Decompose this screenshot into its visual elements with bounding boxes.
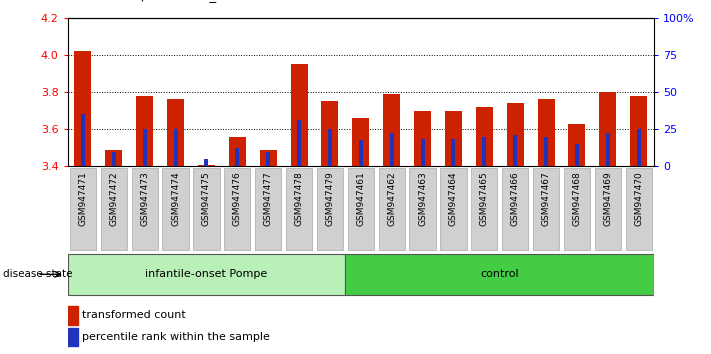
Bar bbox=[205, 159, 208, 166]
Bar bbox=[143, 129, 146, 166]
Bar bbox=[575, 144, 579, 166]
FancyBboxPatch shape bbox=[471, 168, 498, 250]
FancyBboxPatch shape bbox=[193, 168, 220, 250]
Text: GSM947475: GSM947475 bbox=[202, 171, 211, 226]
Bar bbox=[544, 137, 548, 166]
Text: GSM947476: GSM947476 bbox=[232, 171, 242, 226]
Bar bbox=[328, 129, 332, 166]
Bar bbox=[451, 138, 456, 166]
FancyBboxPatch shape bbox=[626, 168, 652, 250]
Text: GSM947468: GSM947468 bbox=[572, 171, 582, 226]
FancyBboxPatch shape bbox=[564, 168, 590, 250]
Bar bbox=[81, 114, 85, 166]
Bar bbox=[606, 133, 610, 166]
Bar bbox=[68, 306, 78, 325]
Bar bbox=[636, 129, 641, 166]
Bar bbox=[229, 137, 246, 166]
Text: infantile-onset Pompe: infantile-onset Pompe bbox=[145, 269, 267, 279]
Bar bbox=[599, 92, 616, 166]
Bar bbox=[260, 150, 277, 166]
FancyBboxPatch shape bbox=[348, 168, 374, 250]
Bar bbox=[507, 103, 524, 166]
FancyBboxPatch shape bbox=[101, 168, 127, 250]
FancyBboxPatch shape bbox=[163, 168, 188, 250]
Bar bbox=[137, 96, 153, 166]
Text: GSM947463: GSM947463 bbox=[418, 171, 427, 226]
Bar bbox=[198, 165, 215, 166]
FancyBboxPatch shape bbox=[68, 253, 346, 295]
Bar bbox=[68, 328, 78, 347]
Bar bbox=[321, 101, 338, 166]
Bar bbox=[482, 137, 486, 166]
FancyBboxPatch shape bbox=[410, 168, 436, 250]
FancyBboxPatch shape bbox=[378, 168, 405, 250]
FancyBboxPatch shape bbox=[224, 168, 250, 250]
Bar bbox=[390, 133, 394, 166]
Bar bbox=[421, 138, 424, 166]
FancyBboxPatch shape bbox=[533, 168, 559, 250]
Text: percentile rank within the sample: percentile rank within the sample bbox=[82, 332, 270, 342]
FancyBboxPatch shape bbox=[286, 168, 312, 250]
Bar bbox=[569, 124, 585, 166]
Text: GSM947465: GSM947465 bbox=[480, 171, 489, 226]
Text: GSM947470: GSM947470 bbox=[634, 171, 643, 226]
Bar bbox=[297, 120, 301, 166]
FancyBboxPatch shape bbox=[317, 168, 343, 250]
Text: control: control bbox=[481, 269, 519, 279]
Text: disease state: disease state bbox=[3, 269, 73, 279]
FancyBboxPatch shape bbox=[132, 168, 158, 250]
Text: GSM947467: GSM947467 bbox=[542, 171, 550, 226]
Text: GSM947478: GSM947478 bbox=[294, 171, 304, 226]
FancyBboxPatch shape bbox=[594, 168, 621, 250]
Bar bbox=[538, 99, 555, 166]
Text: transformed count: transformed count bbox=[82, 310, 186, 320]
Text: GSM947473: GSM947473 bbox=[140, 171, 149, 226]
Bar bbox=[167, 99, 184, 166]
Bar bbox=[383, 94, 400, 166]
Bar bbox=[513, 135, 517, 166]
FancyBboxPatch shape bbox=[255, 168, 282, 250]
Bar bbox=[235, 148, 240, 166]
Text: GSM947464: GSM947464 bbox=[449, 171, 458, 226]
Bar bbox=[112, 152, 116, 166]
Text: GSM947477: GSM947477 bbox=[264, 171, 273, 226]
Bar bbox=[359, 140, 363, 166]
Bar bbox=[266, 152, 270, 166]
Bar bbox=[75, 51, 92, 166]
Bar bbox=[445, 110, 462, 166]
Text: GSM947479: GSM947479 bbox=[326, 171, 334, 226]
Bar bbox=[414, 110, 431, 166]
FancyBboxPatch shape bbox=[440, 168, 466, 250]
Text: GSM947466: GSM947466 bbox=[510, 171, 520, 226]
FancyBboxPatch shape bbox=[502, 168, 528, 250]
Text: GSM947461: GSM947461 bbox=[356, 171, 365, 226]
Bar bbox=[630, 96, 647, 166]
Bar bbox=[476, 107, 493, 166]
Bar bbox=[353, 118, 369, 166]
Text: GSM947471: GSM947471 bbox=[78, 171, 87, 226]
Bar bbox=[173, 129, 178, 166]
Text: GSM947469: GSM947469 bbox=[604, 171, 612, 226]
FancyBboxPatch shape bbox=[70, 168, 96, 250]
Bar bbox=[105, 150, 122, 166]
Text: GDS4410 / 1553600_at: GDS4410 / 1553600_at bbox=[75, 0, 229, 2]
FancyBboxPatch shape bbox=[346, 253, 654, 295]
Text: GSM947474: GSM947474 bbox=[171, 171, 180, 226]
Text: GSM947462: GSM947462 bbox=[387, 171, 396, 226]
Bar bbox=[291, 64, 308, 166]
Text: GSM947472: GSM947472 bbox=[109, 171, 118, 226]
